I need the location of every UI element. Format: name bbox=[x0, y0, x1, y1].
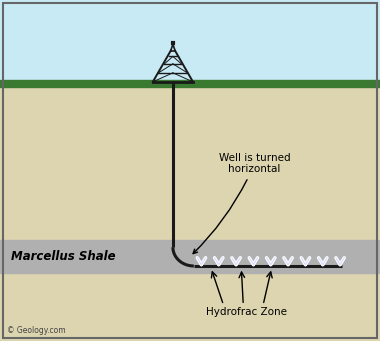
Bar bbox=[0, 0, 380, 82]
Bar bbox=[0, 240, 380, 273]
Text: © Geology.com: © Geology.com bbox=[7, 326, 65, 335]
Text: Marcellus Shale: Marcellus Shale bbox=[11, 250, 116, 263]
Text: Hydrofrac Zone: Hydrofrac Zone bbox=[206, 307, 288, 317]
Text: Well is turned
horizontal: Well is turned horizontal bbox=[193, 153, 290, 254]
Bar bbox=[0, 82, 380, 341]
Bar bbox=[0, 80, 380, 87]
